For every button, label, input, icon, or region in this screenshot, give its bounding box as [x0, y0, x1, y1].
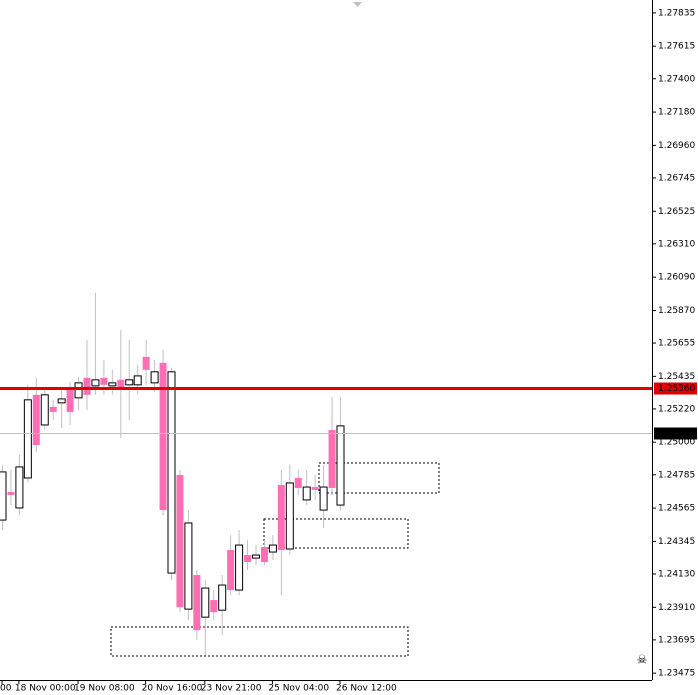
- candle-body: [218, 584, 227, 611]
- candle-body: [125, 379, 134, 386]
- y-tick-label: 1.26310: [658, 239, 695, 249]
- y-tick-label: 1.25220: [658, 404, 695, 414]
- candle-body: [32, 394, 40, 445]
- candle-body: [0, 471, 7, 521]
- candle-body: [235, 544, 244, 591]
- y-tick-label: 1.23475: [658, 669, 695, 679]
- candle-body: [328, 429, 336, 488]
- candle-body: [74, 382, 83, 399]
- y-tick-label: 1.25000: [658, 438, 695, 448]
- icon: ☠: [637, 653, 648, 667]
- price-label: 1.25061: [658, 429, 695, 439]
- candle-body: [91, 379, 100, 387]
- candle-body: [167, 371, 176, 574]
- candle-body: [260, 547, 268, 563]
- candle-body: [49, 406, 57, 412]
- candle-body: [7, 492, 15, 495]
- candle-body: [133, 375, 142, 386]
- y-tick-label: 1.25435: [658, 372, 695, 382]
- candle-body: [176, 474, 184, 608]
- candle-body: [184, 522, 193, 610]
- zone-box: [263, 518, 409, 549]
- price-label-box: [654, 427, 697, 440]
- candle-body: [15, 466, 24, 509]
- candle-body: [108, 382, 117, 387]
- candle-body: [142, 356, 150, 370]
- y-tick-label: 1.26525: [658, 207, 695, 217]
- y-tick-label: 1.26090: [658, 273, 695, 283]
- candle-body: [201, 587, 210, 618]
- x-tick-label: 00: [0, 684, 12, 694]
- y-tick-label: 1.23695: [658, 635, 695, 645]
- candle-body: [150, 371, 159, 384]
- candle-body: [252, 554, 260, 559]
- x-tick-label: 20 Nov 16:00: [142, 684, 203, 694]
- y-tick-label: 1.24565: [658, 504, 695, 514]
- y-tick-label: 1.26745: [658, 173, 695, 183]
- price-label-box: [654, 382, 697, 395]
- candle-body: [159, 362, 167, 511]
- candle-body: [57, 398, 66, 404]
- y-tick-label: 1.26960: [658, 141, 695, 151]
- candle-body: [40, 394, 49, 426]
- candle-body: [66, 387, 74, 412]
- candle-body: [277, 484, 285, 551]
- candle-body: [210, 600, 218, 613]
- x-tick-label: 19 Nov 08:00: [74, 684, 135, 694]
- candle-body: [23, 399, 32, 479]
- y-tick-label: 1.23910: [658, 603, 695, 613]
- candle-body: [83, 377, 91, 395]
- zone-box: [110, 626, 409, 657]
- candle-body: [193, 575, 201, 631]
- candle-body: [268, 544, 277, 553]
- candle-body: [294, 477, 302, 488]
- plot: [0, 292, 345, 656]
- candle-body: [100, 377, 108, 385]
- x-tick-label: 23 Nov 21:00: [201, 684, 262, 694]
- x-tick-label: 18 Nov 00:00: [15, 684, 76, 694]
- price-label: 1.25360: [658, 384, 695, 394]
- candle-body: [117, 379, 125, 388]
- y-tick-label: 1.25870: [658, 306, 695, 316]
- y-tick-label: 1.27615: [658, 42, 695, 52]
- zone-box: [318, 462, 440, 494]
- candle-body: [244, 555, 252, 563]
- y-tick-label: 1.27400: [658, 74, 695, 84]
- scroll-marker: [353, 2, 362, 7]
- candle-body: [336, 425, 345, 506]
- x-tick-label: 25 Nov 04:00: [268, 684, 329, 694]
- candle-body: [227, 550, 235, 591]
- y-tick-label: 1.24785: [658, 470, 695, 480]
- candle-body: [302, 486, 311, 501]
- candle-body: [319, 486, 328, 511]
- y-tick-label: 1.24345: [658, 537, 695, 547]
- candle-body: [285, 482, 294, 550]
- y-tick-label: 1.27835: [658, 8, 695, 18]
- y-tick-label: 1.27180: [658, 108, 695, 118]
- candle-body: [311, 487, 319, 490]
- y-tick-label: 1.24130: [658, 569, 695, 579]
- x-tick-label: 26 Nov 12:00: [336, 684, 397, 694]
- y-tick-label: 1.25655: [658, 339, 695, 349]
